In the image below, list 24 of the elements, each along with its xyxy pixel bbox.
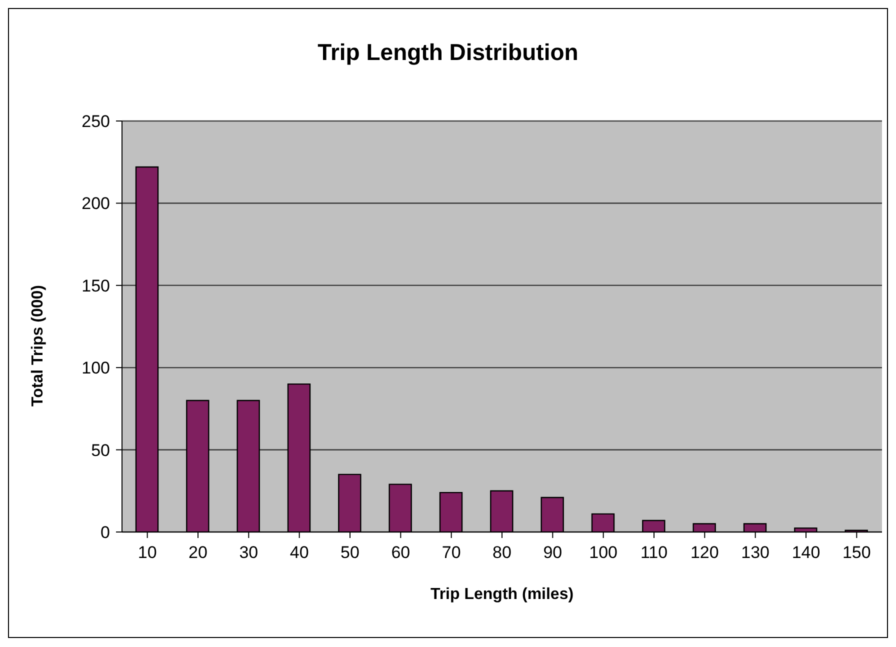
x-tick-label: 80 [492, 543, 512, 562]
x-tick-label: 120 [690, 543, 719, 562]
x-tick-label: 100 [589, 543, 618, 562]
y-tick-label: 150 [82, 276, 110, 296]
x-axis-title: Trip Length (miles) [430, 586, 574, 603]
y-tick-label: 200 [82, 194, 110, 214]
x-tick-label: 20 [188, 543, 208, 562]
y-tick-label: 250 [82, 112, 110, 132]
x-tick-label: 110 [640, 543, 668, 562]
y-axis-title: Total Trips (000) [30, 284, 47, 406]
x-tick-label: 70 [442, 543, 461, 562]
x-tick-label: 140 [792, 543, 820, 562]
y-tick-label: 100 [82, 358, 110, 378]
y-tick-label: 50 [91, 440, 110, 460]
x-tick-label: 10 [138, 543, 157, 562]
x-tick-label: 130 [741, 543, 770, 562]
x-tick-label: 50 [340, 543, 360, 562]
y-tick-label: 0 [100, 523, 110, 542]
chart-title: Trip Length Distribution [316, 39, 580, 66]
x-tick-label: 60 [391, 543, 410, 562]
x-tick-label: 150 [842, 543, 871, 562]
x-tick-label: 90 [543, 543, 562, 562]
x-tick-label: 30 [239, 543, 258, 562]
x-tick-label: 40 [290, 543, 309, 562]
